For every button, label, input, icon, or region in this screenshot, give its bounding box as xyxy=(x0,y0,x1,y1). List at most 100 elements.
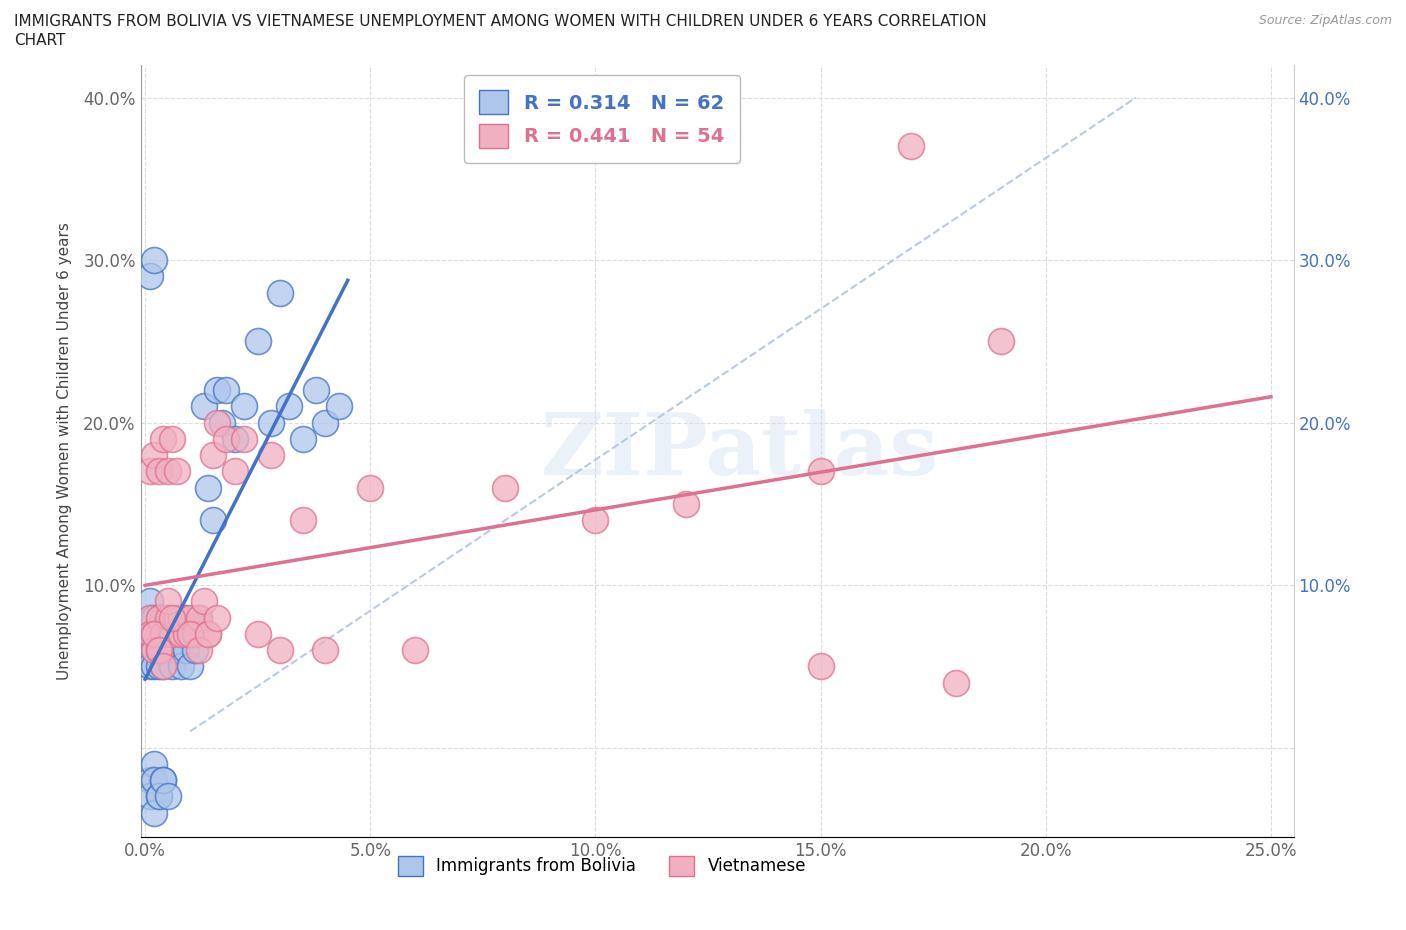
Point xyxy=(179,610,201,625)
Point xyxy=(179,627,201,642)
Point xyxy=(183,627,205,642)
Point xyxy=(143,643,166,658)
Point xyxy=(152,432,174,446)
Point xyxy=(585,512,607,527)
Point xyxy=(143,627,166,642)
Point xyxy=(291,512,314,527)
Point xyxy=(156,789,179,804)
Point xyxy=(138,610,160,625)
Point xyxy=(269,286,291,300)
Point xyxy=(138,643,160,658)
Point xyxy=(179,659,201,674)
Point xyxy=(197,627,219,642)
Point xyxy=(174,643,197,658)
Point xyxy=(156,610,179,625)
Point xyxy=(138,789,160,804)
Point xyxy=(143,643,166,658)
Point xyxy=(233,432,256,446)
Point xyxy=(205,610,228,625)
Point xyxy=(166,464,188,479)
Point xyxy=(359,480,381,495)
Text: CHART: CHART xyxy=(14,33,66,47)
Point xyxy=(166,610,188,625)
Point xyxy=(314,415,336,430)
Point xyxy=(205,415,228,430)
Point xyxy=(246,334,269,349)
Point xyxy=(143,627,166,642)
Point xyxy=(260,415,283,430)
Point xyxy=(138,269,160,284)
Point xyxy=(138,464,160,479)
Point xyxy=(197,627,219,642)
Point xyxy=(152,773,174,788)
Point xyxy=(205,382,228,397)
Point xyxy=(188,610,211,625)
Point xyxy=(170,659,193,674)
Point xyxy=(156,627,179,642)
Point xyxy=(170,610,193,625)
Point xyxy=(246,627,269,642)
Point xyxy=(193,399,215,414)
Point xyxy=(156,643,179,658)
Point xyxy=(143,447,166,462)
Point xyxy=(810,659,832,674)
Point xyxy=(314,643,336,658)
Point xyxy=(148,643,170,658)
Point xyxy=(143,253,166,268)
Point xyxy=(278,399,301,414)
Point xyxy=(160,643,183,658)
Point xyxy=(148,610,170,625)
Point xyxy=(160,627,183,642)
Point xyxy=(193,594,215,609)
Point xyxy=(156,594,179,609)
Point xyxy=(201,447,224,462)
Point xyxy=(152,773,174,788)
Point xyxy=(174,610,197,625)
Point xyxy=(305,382,328,397)
Point xyxy=(156,464,179,479)
Point xyxy=(160,432,183,446)
Point xyxy=(143,627,166,642)
Point xyxy=(138,627,160,642)
Point xyxy=(143,756,166,771)
Text: ZIPatlas: ZIPatlas xyxy=(541,409,939,493)
Point xyxy=(138,773,160,788)
Point xyxy=(211,415,233,430)
Point xyxy=(143,659,166,674)
Point xyxy=(328,399,350,414)
Point xyxy=(143,610,166,625)
Point xyxy=(148,610,170,625)
Point xyxy=(148,659,170,674)
Point xyxy=(900,139,922,153)
Point xyxy=(160,610,183,625)
Point xyxy=(675,497,697,512)
Point xyxy=(148,464,170,479)
Point xyxy=(148,643,170,658)
Point xyxy=(174,627,197,642)
Point xyxy=(990,334,1012,349)
Point xyxy=(188,610,211,625)
Point xyxy=(143,805,166,820)
Point xyxy=(148,643,170,658)
Y-axis label: Unemployment Among Women with Children Under 6 years: Unemployment Among Women with Children U… xyxy=(58,222,72,680)
Point xyxy=(215,382,238,397)
Point xyxy=(291,432,314,446)
Point xyxy=(170,627,193,642)
Text: IMMIGRANTS FROM BOLIVIA VS VIETNAMESE UNEMPLOYMENT AMONG WOMEN WITH CHILDREN UND: IMMIGRANTS FROM BOLIVIA VS VIETNAMESE UN… xyxy=(14,14,987,29)
Point xyxy=(269,643,291,658)
Point xyxy=(197,480,219,495)
Point xyxy=(138,659,160,674)
Point xyxy=(179,627,201,642)
Point xyxy=(143,627,166,642)
Point xyxy=(183,643,205,658)
Point xyxy=(156,610,179,625)
Text: Source: ZipAtlas.com: Source: ZipAtlas.com xyxy=(1258,14,1392,27)
Point xyxy=(810,464,832,479)
Point xyxy=(494,480,516,495)
Point xyxy=(138,610,160,625)
Point xyxy=(152,627,174,642)
Point xyxy=(148,789,170,804)
Point xyxy=(160,659,183,674)
Point xyxy=(138,627,160,642)
Point xyxy=(152,659,174,674)
